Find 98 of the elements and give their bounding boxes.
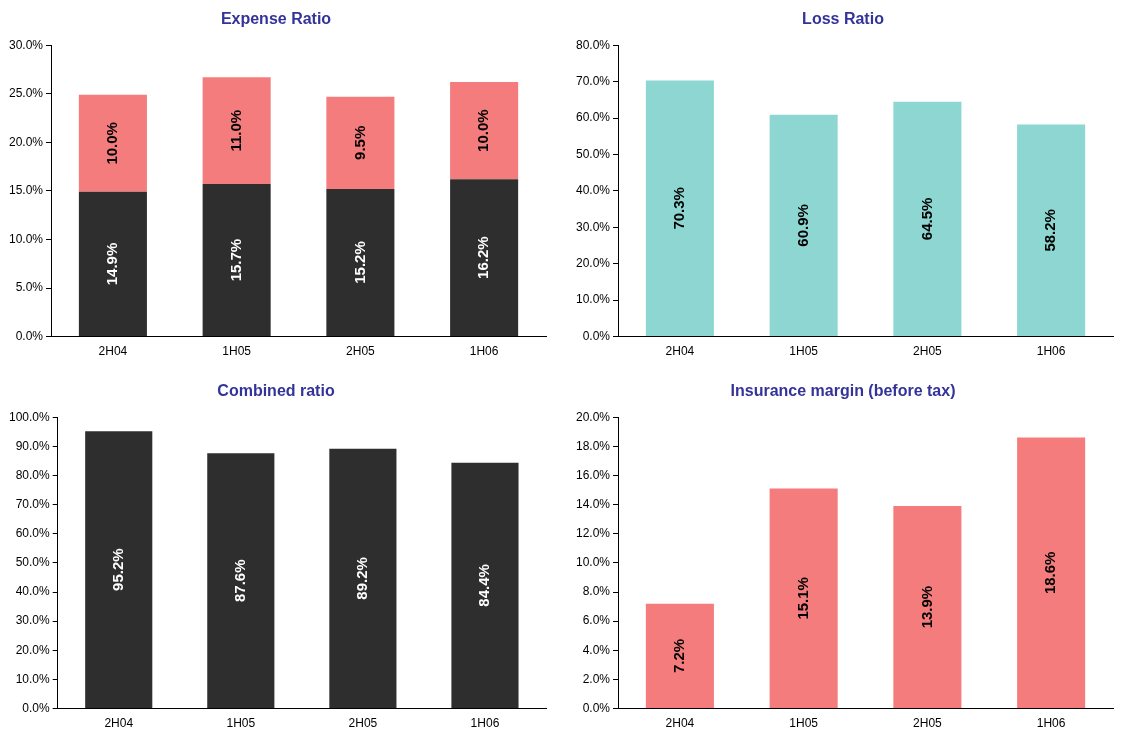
y-tick-label: 5.0% [15,280,44,295]
y-tick-label: 20.0% [15,642,51,657]
chart-title: Expense Ratio [220,10,332,28]
bar [893,101,962,337]
bar [1017,437,1086,709]
x-tick-label: 2H05 [348,716,378,731]
data-label: 18.6% [1041,551,1059,595]
y-tick-label: 16.0% [575,467,611,482]
y-tick-label: 20.0% [575,256,611,271]
y-tick-label: 80.0% [15,467,51,482]
y-tick-label: 80.0% [575,37,611,52]
bar [893,506,962,709]
x-tick-label: 1H05 [222,344,252,359]
data-label: 15.2% [350,241,368,284]
y-tick-label: 70.0% [575,73,611,88]
data-label: 15.1% [793,577,811,620]
x-tick-label: 2H05 [346,344,376,359]
bar [78,191,147,337]
y-tick-label: 50.0% [575,146,611,161]
y-tick-label: 40.0% [575,183,611,198]
y-tick-label: 60.0% [575,110,611,125]
y-tick-label: 50.0% [15,555,51,570]
y-tick-label: 10.0% [575,292,611,307]
y-tick-label: 0.0% [582,328,611,343]
y-tick-label: 10.0% [15,671,51,686]
y-tick-label: 12.0% [575,526,611,541]
bar [769,488,838,709]
y-tick-label: 25.0% [8,86,44,101]
bar [769,114,838,337]
data-label: 89.2% [353,557,371,600]
y-tick-label: 90.0% [15,438,51,453]
data-label: 7.2% [670,638,688,673]
x-tick-label: 1H06 [469,344,499,359]
y-tick-label: 20.0% [8,134,44,149]
y-tick-label: 10.0% [575,555,611,570]
x-tick-label: 2H04 [665,344,695,359]
y-tick-label: 60.0% [15,526,51,541]
y-tick-label: 30.0% [8,37,44,52]
data-label: 58.2% [1041,209,1059,252]
bar [1017,124,1086,337]
y-tick-label: 30.0% [15,613,51,628]
data-label: 10.0% [103,122,121,165]
y-tick-label: 14.0% [575,496,611,511]
y-tick-label: 100.0% [9,409,51,424]
bar [202,77,271,185]
bar [645,80,714,337]
data-label: 10.0% [474,109,492,152]
y-tick-label: 2.0% [582,671,611,686]
data-label: 70.3% [670,187,688,230]
bar [202,184,271,337]
x-tick-label: 2H05 [913,716,943,731]
y-tick-label: 70.0% [15,496,51,511]
y-tick-label: 18.0% [575,438,611,453]
y-tick-label: 8.0% [582,584,611,599]
bar [326,96,395,189]
data-label: 15.7% [226,238,244,282]
data-label: 13.9% [917,585,935,629]
data-label: 9.5% [350,125,368,160]
x-tick-label: 2H04 [665,716,695,731]
y-tick-label: 10.0% [8,231,44,246]
y-tick-label: 0.0% [22,700,51,715]
bar [78,94,147,192]
data-label: 84.4% [475,564,493,607]
y-tick-label: 20.0% [575,409,611,424]
y-tick-label: 0.0% [15,328,44,343]
x-tick-label: 1H05 [789,344,819,359]
x-tick-label: 1H05 [226,716,256,731]
bar [326,188,395,337]
y-tick-label: 4.0% [582,642,611,657]
data-label: 60.9% [793,204,811,247]
chart-title: Insurance margin (before tax) [730,382,956,400]
data-label: 95.2% [108,548,126,591]
y-tick-label: 6.0% [582,613,611,628]
bar [450,179,519,337]
x-tick-label: 1H05 [789,716,819,731]
y-tick-label: 30.0% [575,219,611,234]
data-label: 87.6% [230,559,248,602]
y-tick-label: 0.0% [582,700,611,715]
x-tick-label: 2H04 [104,716,134,731]
data-label: 16.2% [474,236,492,279]
x-tick-label: 1H06 [1036,344,1066,359]
chart-title: Combined ratio [217,382,335,400]
bar [207,453,275,709]
data-label: 14.9% [103,242,121,286]
bar [329,448,397,709]
bar [450,82,519,180]
data-label: 11.0% [226,109,244,152]
x-tick-label: 1H06 [1036,716,1066,731]
bar [85,431,153,709]
x-tick-label: 1H06 [470,716,500,731]
y-tick-label: 15.0% [8,183,44,198]
y-tick-label: 40.0% [15,584,51,599]
bar [645,603,714,709]
x-tick-label: 2H04 [98,344,128,359]
bar [451,462,519,709]
x-tick-label: 2H05 [913,344,943,359]
chart-title: Loss Ratio [802,10,885,28]
data-label: 64.5% [917,197,935,241]
